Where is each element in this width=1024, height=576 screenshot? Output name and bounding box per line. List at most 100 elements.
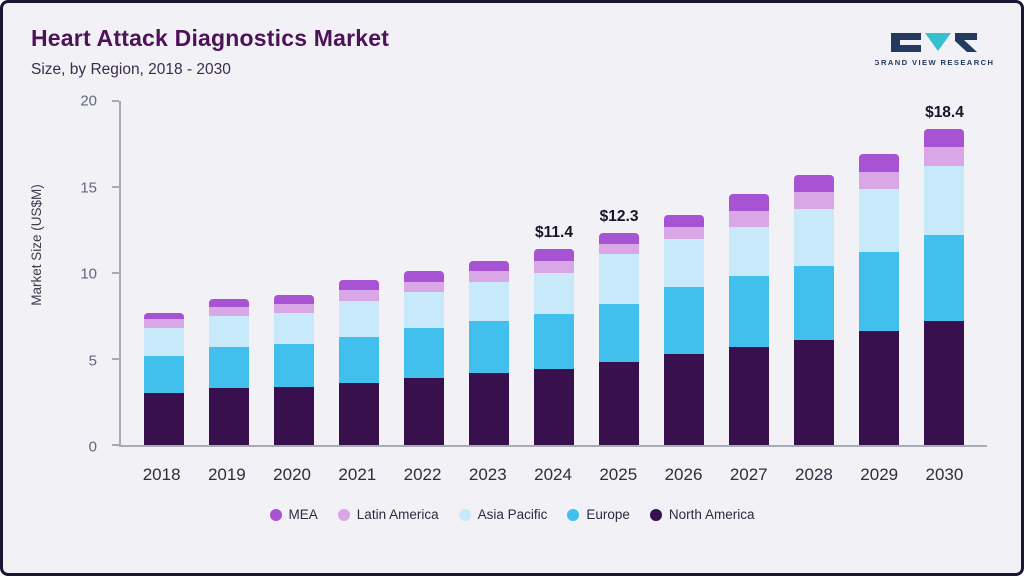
bar-segment-latin-america[interactable]	[403, 281, 444, 292]
bar-segment-mea[interactable]	[208, 298, 249, 308]
bar-segment-europe[interactable]	[338, 336, 379, 384]
bar-column-2018[interactable]	[131, 101, 196, 445]
bar-segment-latin-america[interactable]	[924, 147, 965, 167]
bar-segment-asia-pacific[interactable]	[403, 291, 444, 329]
legend-item-europe[interactable]: Europe	[567, 507, 630, 522]
bar-segment-asia-pacific[interactable]	[468, 281, 509, 322]
bar-stack[interactable]	[534, 101, 574, 445]
bar-segment-europe[interactable]	[924, 235, 965, 322]
bar-segment-asia-pacific[interactable]	[924, 166, 965, 236]
bar-segment-north-america[interactable]	[534, 369, 574, 445]
bar-segment-north-america[interactable]	[664, 353, 705, 445]
bar-segment-europe[interactable]	[143, 355, 184, 394]
bar-segment-north-america[interactable]	[794, 340, 835, 445]
bar-segment-europe[interactable]	[664, 286, 705, 354]
bar-column-2024[interactable]: $11.4	[521, 101, 586, 445]
bar-segment-asia-pacific[interactable]	[664, 238, 705, 287]
bar-segment-north-america[interactable]	[273, 386, 314, 445]
bar-segment-europe[interactable]	[859, 252, 900, 332]
bar-segment-north-america[interactable]	[599, 362, 640, 445]
bar-segment-europe[interactable]	[794, 266, 835, 341]
bar-column-2028[interactable]	[782, 101, 847, 445]
bar-stack[interactable]	[794, 101, 835, 445]
bar-column-2026[interactable]	[652, 101, 717, 445]
bar-segment-latin-america[interactable]	[143, 319, 184, 329]
bar-segment-latin-america[interactable]	[859, 171, 900, 189]
bar-segment-north-america[interactable]	[468, 372, 509, 445]
bar-column-2020[interactable]	[261, 101, 326, 445]
legend-item-asia-pacific[interactable]: Asia Pacific	[458, 507, 547, 522]
bar-stack[interactable]	[273, 101, 314, 445]
bar-column-2025[interactable]: $12.3	[587, 101, 652, 445]
bar-segment-mea[interactable]	[273, 295, 314, 304]
bar-segment-latin-america[interactable]	[273, 303, 314, 313]
y-tick-mark	[112, 186, 119, 188]
bar-stack[interactable]	[859, 101, 900, 445]
bar-stack[interactable]	[599, 101, 640, 445]
bar-segment-north-america[interactable]	[859, 331, 900, 445]
bar-segment-asia-pacific[interactable]	[599, 254, 640, 304]
bar-segment-mea[interactable]	[403, 271, 444, 282]
bar-segment-asia-pacific[interactable]	[338, 300, 379, 337]
bar-segment-asia-pacific[interactable]	[208, 316, 249, 347]
bar-segment-latin-america[interactable]	[599, 243, 640, 255]
bar-segment-europe[interactable]	[403, 328, 444, 378]
bar-stack[interactable]	[208, 101, 249, 445]
bar-segment-asia-pacific[interactable]	[143, 328, 184, 356]
bar-stack[interactable]	[338, 101, 379, 445]
bar-segment-asia-pacific[interactable]	[534, 273, 574, 315]
bar-column-2027[interactable]	[717, 101, 782, 445]
bar-stack[interactable]	[468, 101, 509, 445]
bar-segment-north-america[interactable]	[143, 393, 184, 445]
bar-segment-latin-america[interactable]	[794, 192, 835, 210]
bar-column-2021[interactable]	[326, 101, 391, 445]
bar-segment-asia-pacific[interactable]	[859, 188, 900, 253]
bar-segment-mea[interactable]	[338, 279, 379, 291]
bar-stack[interactable]	[403, 101, 444, 445]
legend-item-north-america[interactable]: North America	[649, 507, 754, 522]
bar-segment-europe[interactable]	[599, 303, 640, 363]
bar-segment-latin-america[interactable]	[468, 271, 509, 282]
bar-segment-mea[interactable]	[664, 214, 705, 227]
bar-segment-north-america[interactable]	[208, 388, 249, 445]
bar-segment-mea[interactable]	[468, 261, 509, 272]
bar-segment-asia-pacific[interactable]	[794, 209, 835, 267]
bar-segment-north-america[interactable]	[729, 346, 770, 445]
bar-stack[interactable]	[664, 101, 705, 445]
y-tick-mark	[112, 100, 119, 102]
bar-segment-europe[interactable]	[534, 314, 574, 370]
bar-segment-latin-america[interactable]	[338, 290, 379, 301]
y-axis-title: Market Size (US$M)	[29, 184, 44, 306]
bar-segment-mea[interactable]	[859, 154, 900, 172]
bar-segment-mea[interactable]	[599, 233, 640, 244]
bar-segment-north-america[interactable]	[338, 383, 379, 445]
legend-item-latin-america[interactable]: Latin America	[337, 507, 439, 522]
bar-stack[interactable]	[729, 101, 770, 445]
bar-segment-latin-america[interactable]	[534, 261, 574, 274]
bar-segment-mea[interactable]	[729, 193, 770, 212]
bar-segment-latin-america[interactable]	[208, 307, 249, 317]
bar-stack[interactable]	[143, 101, 184, 445]
bar-segment-latin-america[interactable]	[729, 211, 770, 227]
bar-segment-asia-pacific[interactable]	[273, 312, 314, 344]
bar-segment-europe[interactable]	[208, 346, 249, 389]
bar-segment-mea[interactable]	[534, 248, 574, 261]
bar-column-2029[interactable]	[847, 101, 912, 445]
bar-segment-latin-america[interactable]	[664, 226, 705, 239]
bar-segment-north-america[interactable]	[403, 377, 444, 445]
legend-item-mea[interactable]: MEA	[269, 507, 318, 522]
bar-column-2023[interactable]	[456, 101, 521, 445]
bar-segment-europe[interactable]	[273, 343, 314, 387]
bar-segment-europe[interactable]	[729, 276, 770, 347]
bar-segment-mea[interactable]	[794, 175, 835, 193]
bar-segment-mea[interactable]	[924, 128, 965, 148]
bar-segment-europe[interactable]	[468, 321, 509, 373]
bar-stack[interactable]	[924, 101, 965, 445]
x-axis-label: 2028	[795, 465, 833, 484]
bar-column-2022[interactable]	[391, 101, 456, 445]
bar-segment-asia-pacific[interactable]	[729, 226, 770, 277]
bar-column-2019[interactable]	[196, 101, 261, 445]
bar-segment-mea[interactable]	[143, 312, 184, 320]
bar-segment-north-america[interactable]	[924, 321, 965, 445]
bar-column-2030[interactable]: $18.4	[912, 101, 977, 445]
